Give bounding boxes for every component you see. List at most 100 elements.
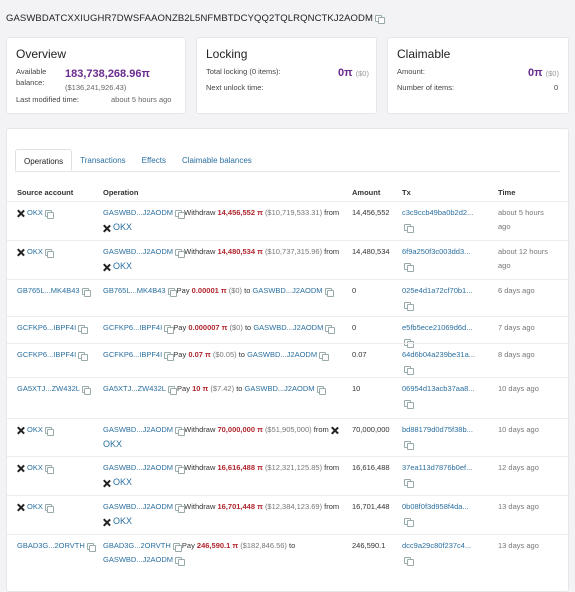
copy-icon[interactable]: [175, 503, 185, 514]
operation-to-link[interactable]: OKX: [113, 516, 133, 526]
operation-from-link[interactable]: GASWBD...J2AODM: [103, 247, 174, 256]
tx-hash-link[interactable]: bd88179d0d75f38b...: [402, 425, 473, 434]
tx-hash-link[interactable]: 37ea113d7876b0ef...: [402, 463, 473, 472]
tx-hash-link[interactable]: 0b08f0f3d958f4da...: [402, 502, 469, 511]
source-account[interactable]: OKX: [17, 461, 55, 475]
copy-icon[interactable]: [78, 351, 88, 362]
copy-icon[interactable]: [404, 365, 414, 376]
copy-icon[interactable]: [375, 14, 385, 25]
tx-hash[interactable]: 37ea113d7876b0ef...: [402, 461, 490, 489]
copy-icon[interactable]: [325, 324, 335, 335]
source-account[interactable]: GB765L...MK4B43: [17, 284, 92, 298]
tab-claimable-balances[interactable]: Claimable balances: [181, 156, 252, 165]
tx-hash-link[interactable]: dcc9a29c80f237c4...: [402, 541, 472, 550]
tx-hash-link[interactable]: 64d6b04a239be31a...: [402, 350, 475, 359]
tx-hash-link[interactable]: e5fb5ece21069d6d...: [402, 323, 473, 332]
source-account-link[interactable]: OKX: [27, 425, 43, 434]
source-account-link[interactable]: OKX: [27, 463, 43, 472]
operation-from-link[interactable]: GASWBD...J2AODM: [103, 463, 174, 472]
tab-transactions[interactable]: Transactions: [80, 156, 126, 165]
tx-hash[interactable]: 0b08f0f3d958f4da...: [402, 500, 490, 528]
operation-to-link[interactable]: OKX: [113, 222, 133, 232]
copy-icon[interactable]: [167, 287, 178, 298]
operation-to-link[interactable]: GASWBD...J2AODM: [247, 350, 318, 359]
operation-to-link[interactable]: GASWBD...J2AODM: [253, 323, 324, 332]
source-account[interactable]: OKX: [17, 500, 55, 514]
copy-icon[interactable]: [164, 351, 174, 362]
tx-hash[interactable]: e5fb5ece21069d6d...: [402, 321, 490, 349]
copy-icon[interactable]: [404, 517, 414, 528]
copy-icon[interactable]: [44, 464, 55, 475]
copy-icon[interactable]: [404, 440, 414, 451]
source-account[interactable]: OKX: [17, 206, 55, 220]
operation-to-link[interactable]: GASWBD...J2AODM: [244, 384, 315, 393]
copy-icon[interactable]: [81, 385, 92, 396]
copy-icon[interactable]: [316, 385, 327, 396]
source-account-link[interactable]: OKX: [27, 208, 43, 217]
source-account-link[interactable]: GCFKP6...IBPF4I: [17, 350, 77, 359]
copy-icon[interactable]: [172, 542, 183, 553]
copy-icon[interactable]: [404, 301, 414, 312]
operation-from-link[interactable]: GASWBD...J2AODM: [103, 425, 174, 434]
tx-hash[interactable]: c3c9ccb49ba0b2d2...: [402, 206, 490, 234]
operation-to-link[interactable]: OKX: [113, 477, 133, 487]
tab-operations[interactable]: Operations: [15, 149, 73, 171]
tx-hash-link[interactable]: c3c9ccb49ba0b2d2...: [402, 208, 474, 217]
operation-from-link[interactable]: GASWBD...J2AODM: [103, 208, 174, 217]
copy-icon[interactable]: [404, 338, 414, 349]
copy-icon[interactable]: [404, 399, 414, 410]
copy-icon[interactable]: [44, 248, 55, 259]
tx-hash-link[interactable]: 06954d13acb37aa8...: [402, 384, 475, 393]
copy-icon[interactable]: [175, 209, 185, 220]
source-account-link[interactable]: OKX: [27, 502, 43, 511]
copy-icon[interactable]: [44, 503, 55, 514]
operation-from-link[interactable]: GBAD3G...2ORVTH: [103, 541, 171, 550]
source-account[interactable]: OKX: [17, 423, 55, 437]
operation-from-link[interactable]: GCFKP6...IBPF4I: [103, 323, 163, 332]
copy-icon[interactable]: [324, 287, 335, 298]
copy-icon[interactable]: [81, 287, 92, 298]
operation-from-link[interactable]: GA5XTJ...ZW432L: [103, 384, 166, 393]
copy-icon[interactable]: [404, 556, 414, 567]
copy-icon[interactable]: [175, 248, 185, 259]
operation-to-link[interactable]: OKX: [103, 439, 123, 449]
tx-hash[interactable]: 025e4d1a72cf70b1...: [402, 284, 490, 312]
operation-to-link[interactable]: GASWBD...J2AODM: [103, 555, 174, 564]
copy-icon[interactable]: [319, 351, 329, 362]
tx-hash[interactable]: dcc9a29c80f237c4...: [402, 539, 490, 567]
copy-icon[interactable]: [78, 324, 88, 335]
source-account-link[interactable]: GCFKP6...IBPF4I: [17, 323, 77, 332]
tx-hash-link[interactable]: 025e4d1a72cf70b1...: [402, 286, 473, 295]
source-account-link[interactable]: GBAD3G...2ORVTH: [17, 541, 85, 550]
operation-from-link[interactable]: GASWBD...J2AODM: [103, 502, 174, 511]
source-account[interactable]: GBAD3G...2ORVTH: [17, 539, 97, 553]
copy-icon[interactable]: [164, 324, 174, 335]
tab-effects[interactable]: Effects: [141, 156, 166, 165]
operation-to-link[interactable]: GASWBD...J2AODM: [252, 286, 323, 295]
source-account-link[interactable]: GB765L...MK4B43: [17, 286, 80, 295]
operation-from-link[interactable]: GB765L...MK4B43: [103, 286, 166, 295]
copy-icon[interactable]: [175, 556, 185, 567]
copy-icon[interactable]: [175, 426, 185, 437]
source-account-link[interactable]: GA5XTJ...ZW432L: [17, 384, 80, 393]
copy-icon[interactable]: [404, 478, 414, 489]
tx-hash[interactable]: 6f9a250f3c003dd3...: [402, 245, 490, 273]
source-account-link[interactable]: OKX: [27, 247, 43, 256]
copy-icon[interactable]: [44, 426, 55, 437]
tx-hash[interactable]: 06954d13acb37aa8...: [402, 382, 490, 410]
copy-icon[interactable]: [404, 262, 414, 273]
tx-hash[interactable]: bd88179d0d75f38b...: [402, 423, 490, 451]
copy-icon[interactable]: [86, 542, 97, 553]
tx-hash[interactable]: 64d6b04a239be31a...: [402, 348, 490, 376]
copy-icon[interactable]: [44, 209, 55, 220]
copy-icon[interactable]: [175, 464, 185, 475]
operation-to-link[interactable]: OKX: [113, 261, 133, 271]
source-account[interactable]: GCFKP6...IBPF4I: [17, 348, 88, 362]
tx-hash-link[interactable]: 6f9a250f3c003dd3...: [402, 247, 471, 256]
copy-icon[interactable]: [167, 385, 178, 396]
operation-from-link[interactable]: GCFKP6...IBPF4I: [103, 350, 163, 359]
source-account[interactable]: GCFKP6...IBPF4I: [17, 321, 88, 335]
copy-icon[interactable]: [404, 223, 414, 234]
source-account[interactable]: GA5XTJ...ZW432L: [17, 382, 92, 396]
source-account[interactable]: OKX: [17, 245, 55, 259]
